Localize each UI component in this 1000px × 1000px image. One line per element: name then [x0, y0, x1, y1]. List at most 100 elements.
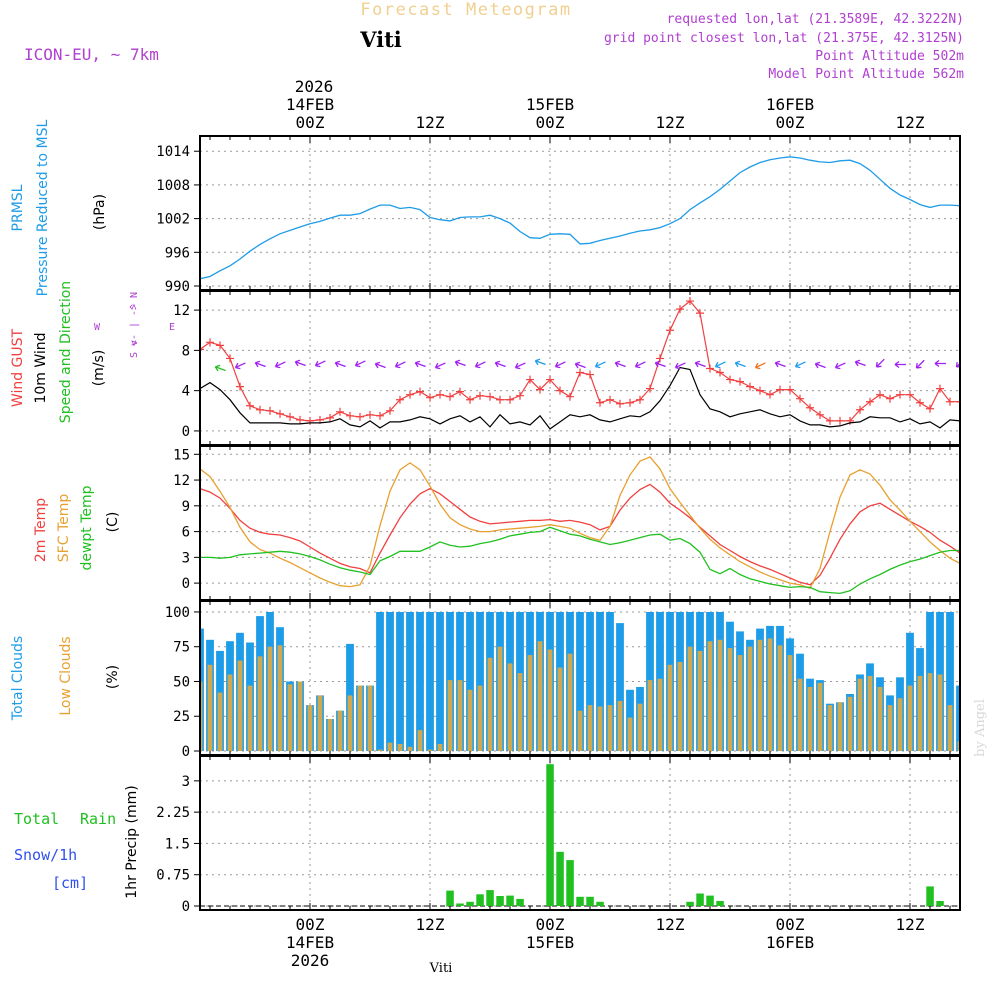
low-cloud-bar — [297, 681, 303, 751]
low-cloud-bar — [447, 680, 453, 751]
low-cloud-bar — [767, 638, 773, 751]
bottom-location: Viti — [429, 961, 453, 976]
arrow-shape — [394, 361, 406, 369]
gust-marker — [546, 375, 554, 384]
arrow-shape — [334, 360, 346, 368]
total-cloud-bar — [466, 612, 474, 751]
gust-marker — [696, 309, 704, 318]
wind-direction-arrow — [554, 361, 566, 369]
gust-marker — [346, 411, 354, 420]
gust-marker — [876, 390, 884, 399]
wind-direction-arrow — [694, 360, 706, 368]
gust-marker — [466, 395, 474, 404]
low-cloud-bar — [527, 655, 533, 751]
precip-bar — [496, 896, 504, 906]
cloud-label-2: Low Clouds — [58, 636, 74, 715]
arrow-shape — [274, 361, 286, 369]
top-tick-label-4: 00Z — [776, 113, 805, 132]
bottom-year: 2026 — [291, 951, 330, 970]
wind-direction-arrow — [214, 364, 226, 372]
gust-marker — [476, 391, 484, 400]
wind-labels: Wind GUST 10m Wind Speed and Direction (… — [10, 281, 175, 423]
product-title: Forecast Meteogram — [360, 0, 571, 20]
model-label: ICON-EU, ~ 7km — [24, 45, 159, 64]
ytick-label-1: 0.75 — [156, 868, 190, 884]
total-cloud-bar — [436, 612, 444, 751]
gust-marker — [756, 386, 764, 395]
arrow-shape — [434, 362, 446, 370]
gust-marker — [266, 406, 274, 415]
pressure-line — [200, 156, 960, 280]
wind-direction-arrow — [534, 358, 546, 366]
precip-bar — [706, 895, 714, 906]
low-cloud-bar — [677, 662, 683, 751]
arrow-shape — [474, 361, 486, 369]
gust-marker — [386, 406, 394, 415]
wind-direction-arrow — [274, 361, 286, 369]
precip-bar — [486, 890, 494, 906]
top-tick-labels: 00Z 12Z 00Z 12Z 00Z 12Z — [296, 113, 925, 132]
low-cloud-bar — [587, 705, 593, 751]
total-cloud-bar — [406, 612, 414, 751]
plot-area — [200, 764, 960, 907]
low-cloud-bar — [377, 749, 383, 751]
arrow-shape — [514, 362, 526, 370]
total-cloud-bar — [596, 612, 604, 751]
precip-axis-label: 1hr Precip (mm) — [124, 785, 140, 898]
gust-marker — [776, 385, 784, 394]
point-altitude: Point Altitude 502m — [815, 49, 964, 64]
low-cloud-bar — [627, 717, 633, 751]
arrow-shape — [454, 359, 466, 367]
wind-direction-arrow — [394, 361, 406, 369]
pressure-labels: PRMSL Pressure Reduced to MSL (hPa) — [10, 119, 108, 296]
compass-w: W — [94, 322, 101, 333]
low-cloud-bar — [917, 675, 923, 751]
top-tick-label-5: 12Z — [896, 113, 925, 132]
temp-unit: (C) — [105, 512, 121, 533]
gust-marker — [896, 390, 904, 399]
gust-marker — [936, 384, 944, 393]
ytick-label-3: 2.25 — [156, 805, 190, 821]
wind-direction-arrow — [574, 361, 586, 369]
gust-marker — [526, 375, 534, 384]
gust-marker — [886, 394, 894, 403]
arrow-shape — [294, 359, 306, 367]
total-cloud-bar — [576, 612, 584, 751]
credit-watermark: by Angel — [973, 699, 988, 757]
bottom-tick-label-2: 00Z — [536, 915, 565, 934]
wind-panel: 0 4 8 12 — [173, 290, 961, 446]
plot-area — [200, 156, 960, 280]
top-tick-label-1: 12Z — [416, 113, 445, 132]
low-cloud-bar — [747, 646, 753, 751]
gust-marker — [256, 405, 264, 414]
low-cloud-bar — [637, 703, 643, 751]
wind-direction-arrow — [434, 362, 446, 370]
arrow-shape — [214, 364, 226, 372]
wind-direction-arrow — [654, 360, 666, 368]
low-cloud-bar — [657, 678, 663, 751]
ytick-label-5: 15 — [173, 447, 190, 463]
precip-bar — [556, 851, 564, 906]
gust-marker — [586, 370, 594, 379]
wind-label-2: 10m Wind — [33, 332, 49, 403]
arrow-shape — [875, 358, 885, 368]
cloud-labels: Total Clouds Low Clouds (%) — [10, 636, 121, 721]
wind-direction-arrow — [714, 361, 726, 369]
low-cloud-bar — [887, 705, 893, 751]
gust-marker — [946, 397, 954, 406]
precip-label-snow: Snow/1h — [14, 846, 77, 864]
gust-marker — [296, 415, 304, 424]
bottom-tick-label-4: 00Z — [776, 915, 805, 934]
arrow-shape — [814, 361, 826, 369]
compass-bot: v — [129, 340, 140, 346]
gust-marker — [616, 399, 624, 408]
low-cloud-bar — [247, 685, 253, 751]
precip-bar — [566, 860, 574, 906]
gust-marker — [426, 393, 434, 402]
gust-marker — [456, 387, 464, 396]
low-cloud-bar — [717, 639, 723, 751]
total-cloud-bar — [956, 685, 960, 751]
wind-direction-arrow — [834, 362, 846, 370]
top-tick-label-2: 00Z — [536, 113, 565, 132]
arrow-shape — [354, 360, 366, 368]
